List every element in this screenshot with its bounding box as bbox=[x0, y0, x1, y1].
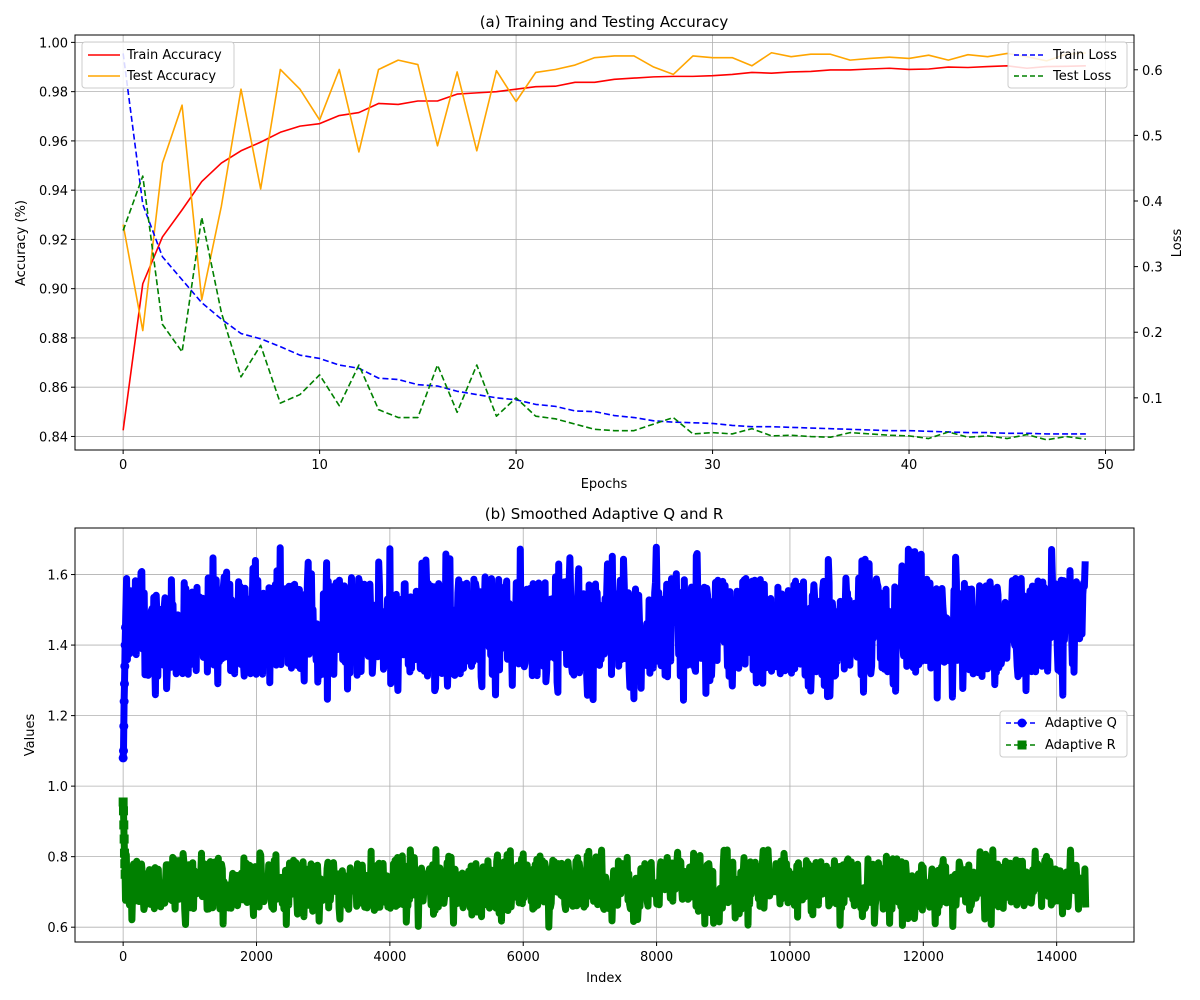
chart-b-ytick-label-0: 0.6 bbox=[47, 921, 68, 936]
chart-b-xtick-label-6: 12000 bbox=[903, 950, 944, 965]
chart-b-ytick-label-5: 1.6 bbox=[47, 569, 68, 584]
marker-adaptive-q-3 bbox=[119, 696, 129, 706]
chart-accuracy-loss: (a) Training and Testing Accuracy 0 10 20 3… bbox=[14, 13, 1185, 492]
chart-a-y2tick-label-0: 0.1 bbox=[1142, 392, 1163, 407]
chart-b-title: (b) Smoothed Adaptive Q and R bbox=[485, 505, 724, 523]
legend-label-adaptive-r: Adaptive R bbox=[1045, 738, 1116, 753]
chart-a-ytick-label-4: 0.92 bbox=[39, 233, 68, 248]
legend-right-box bbox=[1007, 41, 1128, 89]
marker-adaptive-r-6 bbox=[120, 869, 130, 879]
chart-a-xtick-label-2: 20 bbox=[508, 458, 525, 473]
legend-marker-adaptive-q bbox=[1017, 718, 1027, 728]
chart-b-y-axis: 0.6 0.8 1.0 1.2 1.4 1.6 bbox=[47, 569, 75, 936]
marker-adaptive-r-3 bbox=[119, 834, 129, 844]
chart-b-x-axis: 0 2000 4000 6000 8000 10000 12000 14000 bbox=[119, 942, 1077, 965]
marker-adaptive-q-5 bbox=[120, 661, 130, 671]
chart-a-ytick-label-5: 0.94 bbox=[39, 184, 68, 199]
chart-b-ytick-label-2: 1.0 bbox=[47, 780, 68, 795]
series-line-train-loss bbox=[122, 53, 1086, 435]
chart-b-xtick-label-2: 4000 bbox=[373, 950, 406, 965]
chart-a-ytick-label-8: 1.00 bbox=[39, 36, 68, 51]
series-line-train-accuracy bbox=[122, 64, 1086, 431]
series-line-adaptive-q bbox=[119, 543, 1089, 759]
marker-adaptive-r-4 bbox=[119, 848, 129, 858]
chart-a-xtick-label-1: 10 bbox=[311, 458, 328, 473]
chart-a-grid bbox=[75, 35, 1134, 450]
chart-a-ytick-label-6: 0.96 bbox=[39, 135, 68, 150]
chart-b-xlabel: Index bbox=[586, 971, 622, 986]
legend-label-train-loss: Train Loss bbox=[1052, 48, 1117, 63]
legend-marker-adaptive-r bbox=[1017, 740, 1027, 750]
chart-a-ytick-label-1: 0.86 bbox=[39, 381, 68, 396]
chart-a-xlabel: Epochs bbox=[581, 477, 628, 492]
chart-a-y-axis: 0.84 0.86 0.88 0.90 0.92 0.94 0.96 0.98 1.00 bbox=[39, 36, 75, 445]
marker-adaptive-r-1 bbox=[118, 806, 128, 816]
chart-a-ylabel: Accuracy (%) bbox=[14, 200, 29, 286]
marker-adaptive-q-2 bbox=[119, 721, 129, 731]
chart-a-xtick-label-5: 50 bbox=[1097, 458, 1114, 473]
chart-a-ytick-label-7: 0.98 bbox=[39, 86, 68, 101]
chart-a-legend-right: Train Loss Test Loss bbox=[1007, 41, 1128, 89]
chart-a-y2tick-label-1: 0.2 bbox=[1142, 326, 1163, 341]
chart-b-plot-area bbox=[118, 543, 1090, 931]
series-line-adaptive-r bbox=[119, 801, 1090, 931]
chart-a-ytick-label-3: 0.90 bbox=[39, 283, 68, 298]
chart-b-ytick-label-3: 1.2 bbox=[47, 710, 68, 725]
chart-b-xtick-label-7: 14000 bbox=[1036, 950, 1077, 965]
chart-a-xtick-label-0: 0 bbox=[119, 458, 127, 473]
chart-a-y2tick-label-2: 0.3 bbox=[1142, 261, 1163, 276]
chart-b-xtick-label-5: 10000 bbox=[769, 950, 810, 965]
chart-a-y2label: Loss bbox=[1170, 229, 1185, 258]
chart-b-xtick-label-4: 8000 bbox=[640, 950, 673, 965]
legend-label-train-accuracy: Train Accuracy bbox=[126, 48, 222, 63]
chart-b-frame bbox=[74, 527, 1135, 943]
chart-b-xtick-label-1: 2000 bbox=[240, 950, 273, 965]
legend-label-adaptive-q: Adaptive Q bbox=[1045, 716, 1117, 731]
marker-adaptive-q-6 bbox=[120, 640, 130, 650]
chart-b-xtick-label-3: 6000 bbox=[507, 950, 540, 965]
marker-adaptive-r-0 bbox=[118, 797, 128, 807]
chart-adaptive-q-r: (b) Smoothed Adaptive Q and R 0 2000 4000 6… bbox=[23, 505, 1135, 986]
legend-label-test-loss: Test Loss bbox=[1052, 69, 1111, 84]
chart-a-legend-left: Train Accuracy Test Accuracy bbox=[81, 41, 235, 89]
marker-adaptive-q-4 bbox=[119, 679, 129, 689]
marker-adaptive-r-5 bbox=[120, 859, 130, 869]
series-line-test-loss bbox=[122, 175, 1086, 441]
marker-adaptive-q-1 bbox=[118, 746, 128, 756]
chart-b-ytick-label-1: 0.8 bbox=[47, 851, 68, 866]
chart-a-ytick-label-2: 0.88 bbox=[39, 332, 68, 347]
chart-b-legend: Adaptive Q Adaptive R bbox=[999, 710, 1128, 758]
chart-a-title: (a) Training and Testing Accuracy bbox=[480, 13, 729, 31]
chart-a-xtick-label-4: 40 bbox=[901, 458, 918, 473]
series-line-test-accuracy bbox=[122, 51, 1086, 332]
chart-b-ylabel: Values bbox=[23, 714, 38, 757]
chart-a-plot-area bbox=[122, 51, 1086, 441]
chart-a-xtick-label-3: 30 bbox=[704, 458, 721, 473]
chart-a-y2tick-label-5: 0.6 bbox=[1142, 64, 1163, 79]
chart-a-y2tick-label-4: 0.5 bbox=[1142, 129, 1163, 144]
chart-a-ytick-label-0: 0.84 bbox=[39, 430, 68, 445]
chart-a-frame bbox=[74, 34, 1135, 451]
marker-adaptive-q-7 bbox=[120, 622, 130, 632]
marker-adaptive-r-2 bbox=[119, 820, 129, 830]
chart-a-x-axis: 0 10 20 30 40 50 bbox=[119, 450, 1114, 473]
legend-label-test-accuracy: Test Accuracy bbox=[126, 69, 216, 84]
chart-a-y2tick-label-3: 0.4 bbox=[1142, 195, 1163, 210]
chart-a-y2-axis: 0.1 0.2 0.3 0.4 0.5 0.6 bbox=[1134, 64, 1163, 407]
marker-adaptive-q-0 bbox=[118, 753, 128, 763]
chart-b-ytick-label-4: 1.4 bbox=[47, 639, 68, 654]
chart-b-xtick-label-0: 0 bbox=[119, 950, 127, 965]
